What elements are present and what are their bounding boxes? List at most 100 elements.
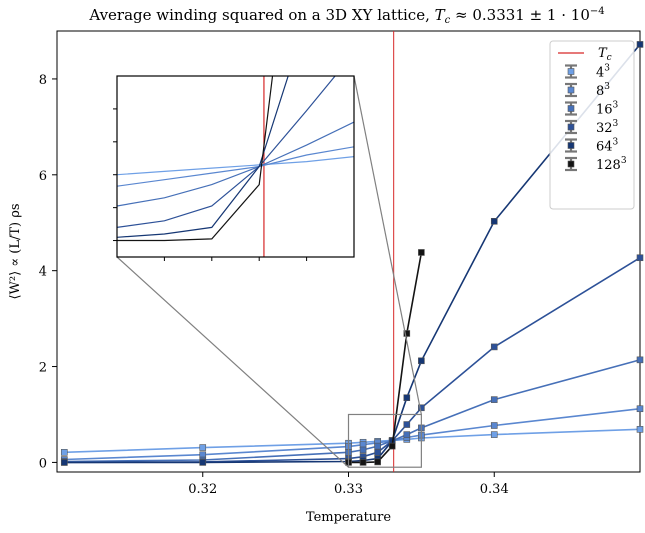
legend-marker <box>567 142 575 149</box>
chart-title-main: Average winding squared on a 3D XY latti… <box>88 6 434 24</box>
zoom-connector-left <box>116 256 349 468</box>
data-point <box>60 459 68 466</box>
inset-frame <box>116 75 355 258</box>
legend-label-base: 64 <box>596 140 613 155</box>
data-point <box>60 449 68 456</box>
legend-label-sup: 3 <box>604 64 610 74</box>
legend-label-base: 128 <box>596 158 621 173</box>
legend-entry-128: 1283 <box>565 156 627 173</box>
legend-marker <box>567 123 575 131</box>
data-point <box>490 218 498 225</box>
chart-title-layer: Average winding squared on a 3D XY latti… <box>88 6 604 26</box>
series-16 <box>60 356 644 465</box>
legend-entry-4: 43 <box>565 64 610 81</box>
series-line <box>64 407 641 461</box>
y-tick-label: 8 <box>39 73 47 88</box>
legend-marker <box>567 68 575 75</box>
inset-series-128 <box>117 76 274 242</box>
legend-label-base: 8 <box>596 84 604 99</box>
inset-series-32 <box>117 76 336 229</box>
data-point <box>490 343 498 351</box>
x-tick-label: 0.32 <box>188 482 217 497</box>
data-point <box>403 394 411 402</box>
data-point <box>636 405 644 413</box>
legend-label-base: 16 <box>596 103 613 118</box>
data-point <box>490 431 498 438</box>
data-point <box>636 426 644 433</box>
y-axis-label: ⟨W²⟩ ∝ (L/T) ρs <box>8 203 23 299</box>
legend-marker <box>567 160 575 168</box>
x-tick-label: 0.34 <box>480 482 509 497</box>
legend-label: 43 <box>596 64 610 81</box>
series-line <box>64 43 641 464</box>
inset-series-group <box>117 76 354 257</box>
legend-label: 1283 <box>596 156 627 173</box>
series-line <box>64 257 641 464</box>
legend-tc-label: Tc <box>598 46 612 63</box>
legend-entry-64: 643 <box>565 138 619 155</box>
data-point <box>374 442 381 450</box>
data-point <box>403 421 411 428</box>
main-plot-layer: 0.32 0.33 0.34 0 2 4 6 8 Temperature ⟨W²⟩ ∝ (L/T)… <box>8 30 644 525</box>
data-point <box>418 249 425 256</box>
x-axis-label: Temperature <box>306 510 391 525</box>
zoom-connector-layer <box>116 75 422 468</box>
legend-marker <box>567 105 575 112</box>
data-point <box>636 254 644 262</box>
legend-label-sup: 3 <box>604 82 610 92</box>
chart-title-exponent: −4 <box>590 6 605 17</box>
data-point <box>199 444 207 451</box>
data-point <box>418 404 425 412</box>
series-line <box>64 428 641 454</box>
data-point <box>403 330 411 337</box>
chart-title-approx: ≈ 0.3331 ± 1 · 10 <box>450 6 590 24</box>
data-point <box>374 449 381 456</box>
legend-tc-sub: c <box>607 53 612 63</box>
legend-label: 323 <box>596 119 619 136</box>
data-point <box>418 357 425 365</box>
y-tick-label: 6 <box>39 169 47 184</box>
legend-label-base: 32 <box>596 121 613 136</box>
data-point <box>359 446 367 454</box>
legend-label-sup: 3 <box>613 101 619 111</box>
data-point <box>636 41 644 48</box>
legend-label-sup: 3 <box>621 156 627 166</box>
legend-label-base: 4 <box>596 66 604 81</box>
x-tick-label: 0.33 <box>334 482 363 497</box>
legend-label: 163 <box>596 101 619 118</box>
legend-label: 643 <box>596 138 619 155</box>
data-point <box>403 431 411 438</box>
data-point <box>490 422 498 429</box>
inset-series-16 <box>117 121 354 207</box>
zoom-connector-right <box>353 75 422 415</box>
zoom-box <box>347 413 422 468</box>
inset-series-8 <box>117 146 354 187</box>
y-tick-label: 4 <box>39 265 47 280</box>
y-tick-label: 0 <box>39 456 47 471</box>
series-line <box>64 359 641 463</box>
data-point <box>490 396 498 403</box>
data-point <box>388 442 396 450</box>
legend-entry-8: 83 <box>565 82 610 99</box>
inset-plot-layer <box>113 75 355 261</box>
chart-title-tc-subscript: c <box>445 15 451 26</box>
data-point <box>199 459 207 466</box>
legend-entry-16: 163 <box>565 101 619 118</box>
data-point <box>636 356 644 364</box>
inset-series-4 <box>117 155 354 176</box>
legend-box <box>549 40 635 210</box>
legend-label-sup: 3 <box>613 138 619 148</box>
legend-tc-sym: T <box>598 46 608 61</box>
legend-marker <box>567 86 575 94</box>
legend-entry-32: 323 <box>565 119 619 136</box>
inset-series-64 <box>117 76 289 238</box>
chart-title-tc-symbol: T <box>435 6 446 24</box>
y-tick-label: 2 <box>39 361 47 376</box>
chart-title: Average winding squared on a 3D XY latti… <box>88 6 604 26</box>
data-point <box>359 459 367 466</box>
data-point <box>374 458 381 466</box>
legend-label-sup: 3 <box>613 119 619 129</box>
